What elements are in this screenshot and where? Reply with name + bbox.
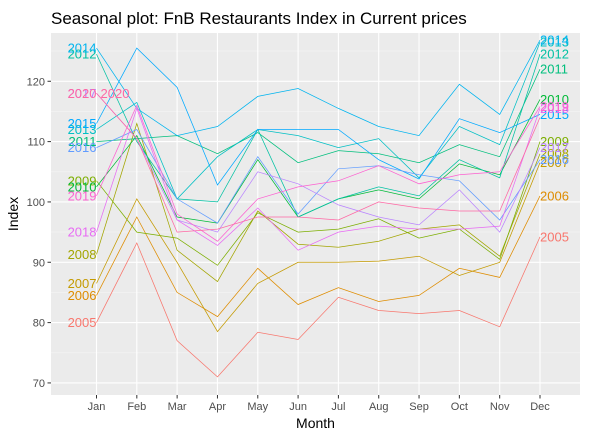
y-tick-label-120: 120 bbox=[27, 76, 45, 88]
series-label-right-2019: 2019 bbox=[540, 99, 569, 114]
x-tick-label-nov: Nov bbox=[490, 401, 510, 413]
y-axis-title: Index bbox=[5, 197, 21, 231]
x-tick-label-jun: Jun bbox=[289, 401, 307, 413]
x-tick-label-aug: Aug bbox=[369, 401, 389, 413]
x-tick-label-jan: Jan bbox=[88, 401, 106, 413]
x-axis: Jan Feb Mar Apr May Jun Jul Aug Sep Oct Nov Dec bbox=[88, 395, 551, 413]
y-tick-label-100: 100 bbox=[27, 197, 45, 209]
series-label-left-2008: 2008 bbox=[68, 247, 97, 262]
series-label-left-2019: 2019 bbox=[68, 188, 97, 203]
series-label-right-2011: 2011 bbox=[540, 62, 568, 77]
series-label-right-2014: 2014 bbox=[540, 33, 569, 48]
y-tick-label-110: 110 bbox=[27, 137, 45, 149]
y-tick-label-90: 90 bbox=[33, 257, 45, 269]
series-label-right-2006: 2006 bbox=[540, 188, 569, 203]
series-label-left-2005: 2005 bbox=[68, 315, 97, 330]
y-axis: 70 80 90 100 110 120 bbox=[27, 76, 51, 390]
x-tick-label-oct: Oct bbox=[451, 401, 468, 413]
series-label-right-2017: 2017 bbox=[540, 140, 569, 155]
x-tick-label-feb: Feb bbox=[127, 401, 146, 413]
x-tick-label-apr: Apr bbox=[209, 401, 226, 413]
x-tick-label-may: May bbox=[247, 401, 268, 413]
series-label-left-2014: 2014 bbox=[68, 41, 97, 56]
y-tick-label-80: 80 bbox=[33, 318, 45, 330]
series-label-left-2015: 2015 bbox=[68, 116, 97, 131]
series-label-left-2020: 2020 bbox=[68, 86, 97, 101]
x-tick-label-dec: Dec bbox=[530, 401, 550, 413]
series-label-left-2007: 2007 bbox=[68, 276, 97, 291]
x-axis-title: Month bbox=[296, 415, 335, 431]
x-tick-label-jul: Jul bbox=[331, 401, 345, 413]
series-label-left-2016: 2016 bbox=[68, 140, 97, 155]
series-label-right-2005: 2005 bbox=[540, 229, 569, 244]
series-label-left-2018: 2018 bbox=[68, 225, 97, 240]
chart-title: Seasonal plot: FnB Restaurants Index in … bbox=[51, 9, 467, 28]
x-tick-label-sep: Sep bbox=[409, 401, 429, 413]
x-tick-label-mar: Mar bbox=[168, 401, 187, 413]
plot-panel bbox=[51, 33, 580, 395]
series-label-jan-2020: 2020 bbox=[101, 86, 130, 101]
y-tick-label-70: 70 bbox=[33, 378, 45, 390]
